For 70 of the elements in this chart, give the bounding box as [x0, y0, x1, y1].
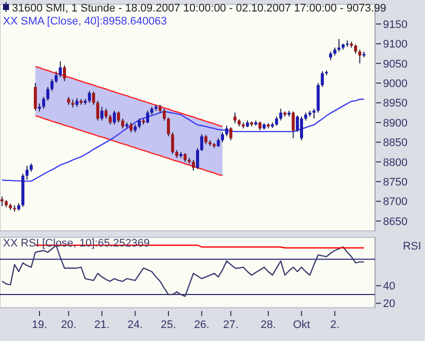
line-series	[34, 115, 224, 176]
x-tick-label: 26.	[194, 319, 210, 331]
candlestick	[130, 122, 133, 133]
candlestick	[225, 125, 228, 137]
candlestick	[233, 112, 236, 124]
candlestick	[292, 110, 295, 139]
x-tick-label: Okt	[292, 319, 310, 331]
candlestick	[54, 70, 58, 84]
candlestick	[108, 114, 112, 125]
candlestick	[229, 126, 232, 141]
candlestick	[26, 165, 29, 180]
x-tick-label: 25.	[160, 319, 176, 331]
candlestick	[121, 118, 124, 129]
y-tick-label: 9000	[383, 78, 408, 90]
y-tick-label: 8900	[383, 117, 408, 130]
x-tick-label: 24.	[128, 319, 143, 331]
y-tick-label: 8750	[383, 176, 408, 188]
candlestick	[279, 108, 282, 122]
candlestick	[62, 64, 66, 82]
candlestick	[166, 117, 170, 137]
candlestick	[192, 159, 195, 172]
candlestick	[171, 132, 174, 155]
y-tick-label: 8850	[383, 137, 408, 150]
candlestick	[92, 91, 96, 106]
candlestick	[300, 116, 304, 141]
candlestick	[221, 132, 224, 143]
candlestick	[146, 110, 150, 124]
y-tick-label: 9100	[383, 38, 408, 51]
y-axis-title: RSI	[402, 240, 422, 252]
y-tick-label: 20	[383, 298, 396, 310]
candlestick	[354, 44, 358, 54]
y-tick-label: 40	[383, 280, 396, 293]
line-series	[34, 66, 224, 128]
candlestick	[196, 148, 200, 170]
candlestick	[358, 49, 362, 64]
y-tick-label: 8950	[383, 98, 408, 110]
candlestick	[104, 108, 108, 120]
x-tick-label: 27.	[223, 319, 238, 331]
candlestick	[34, 82, 37, 112]
candlestick	[46, 86, 50, 102]
y-tick-label: 8700	[383, 196, 408, 208]
candlestick	[100, 106, 104, 122]
text: XX SMA [Close, 40]:8958.640063	[3, 15, 167, 28]
x-tick-label: 2.	[330, 319, 340, 331]
candlestick	[117, 110, 120, 123]
x-tick-label: 28.	[260, 319, 276, 331]
candlestick	[96, 100, 100, 122]
y-tick-label: 8650	[383, 216, 408, 228]
candlestick	[320, 70, 324, 88]
candlestick	[88, 90, 91, 104]
candlestick	[0, 196, 4, 207]
x-tick-label: 20.	[60, 319, 76, 331]
candlestick	[58, 60, 62, 78]
x-tick-label: 19.	[32, 319, 48, 331]
candlestick	[337, 38, 340, 52]
candlestick	[50, 78, 54, 92]
candlestick	[138, 118, 141, 129]
candlestick	[275, 116, 278, 126]
x-tick-label: 21.	[94, 319, 110, 331]
line-series	[1, 98, 365, 182]
candlestick	[162, 108, 166, 122]
candlestick	[200, 134, 204, 152]
candlestick	[312, 108, 316, 120]
chart-title: 31600 SMI, 1 Stunde - 18.09.2007 10:00:00 - 02.10.2007 17:00:00 - 9073.99	[12, 2, 386, 14]
candlestick	[42, 96, 46, 110]
candlestick	[112, 110, 116, 125]
y-tick-label: 9150	[383, 18, 408, 31]
candlestick	[204, 134, 208, 145]
y-tick-label: 9050	[383, 58, 408, 70]
y-tick-label: 8800	[383, 156, 408, 169]
